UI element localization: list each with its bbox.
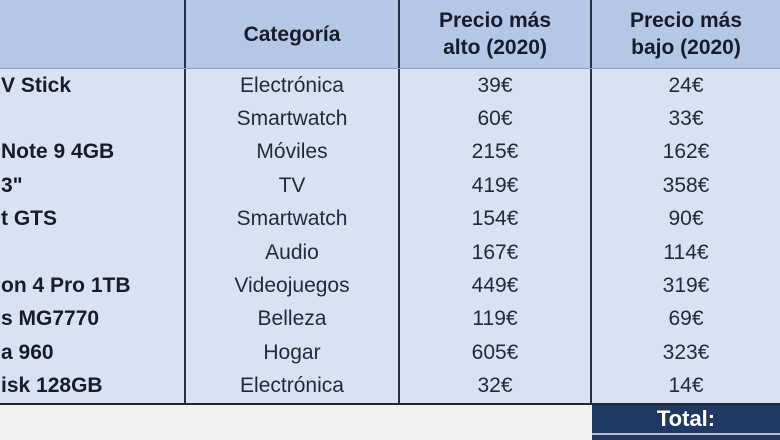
- table-row: t GTS Smartwatch 154€ 90€: [0, 202, 780, 236]
- product-name-cell: V Stick: [0, 69, 186, 103]
- table-body: V Stick Electrónica 39€ 24€ Smartwatch 6…: [0, 69, 780, 405]
- high-price-cell: 449€: [400, 269, 592, 303]
- category-cell: Belleza: [186, 302, 400, 337]
- table-row: on 4 Pro 1TB Videojuegos 449€ 319€: [0, 269, 780, 303]
- low-price-cell: 114€: [663, 240, 709, 264]
- low-price-cell: 69€: [668, 307, 704, 331]
- category-cell: Smartwatch: [186, 202, 400, 236]
- high-price-cell: 215€: [400, 135, 592, 170]
- col-header-low-price-line1: Precio más: [629, 9, 743, 32]
- total-cell: Total:: [592, 404, 780, 440]
- product-name-cell: [0, 102, 186, 136]
- product-name-cell: t GTS: [0, 202, 186, 236]
- high-price-cell: 154€: [400, 202, 592, 236]
- table-row: Smartwatch 60€ 33€: [0, 102, 780, 136]
- product-name-cell: a 960: [0, 336, 186, 370]
- high-price-cell: 167€: [400, 235, 592, 270]
- category-cell: Electrónica: [186, 369, 400, 403]
- total-label: Total:: [656, 405, 716, 431]
- product-name-cell: 3": [0, 169, 186, 203]
- col-header-low-price-line2: bajo (2020): [631, 36, 741, 59]
- low-price-cell: 14€: [668, 374, 704, 398]
- col-header-product: [0, 0, 186, 68]
- high-price-cell: 32€: [400, 369, 592, 403]
- table-row: Note 9 4GB Móviles 215€ 162€: [0, 135, 780, 170]
- high-price-cell: 39€: [400, 69, 592, 103]
- total-row-spacer: [0, 405, 592, 440]
- table-row: 3" TV 419€ 358€: [0, 169, 780, 203]
- table-row: isk 128GB Electrónica 32€ 14€: [0, 369, 780, 403]
- total-row: Total:: [0, 404, 780, 440]
- low-price-cell: 323€: [662, 340, 710, 364]
- col-header-category: Categoría: [186, 0, 400, 68]
- table-row: V Stick Electrónica 39€ 24€: [0, 69, 780, 103]
- low-price-cell: 319€: [662, 274, 710, 298]
- table-header-row: Categoría Precio más alto (2020) Precio …: [0, 0, 780, 69]
- category-cell: Audio: [186, 235, 400, 270]
- category-cell: Videojuegos: [186, 269, 400, 303]
- category-cell: Electrónica: [186, 69, 400, 103]
- low-price-cell: 90€: [668, 207, 704, 231]
- category-cell: Smartwatch: [186, 102, 400, 136]
- category-cell: Hogar: [186, 336, 400, 370]
- table-row: s MG7770 Belleza 119€ 69€: [0, 302, 780, 337]
- col-header-high-price-line1: Precio más: [438, 9, 552, 32]
- total-cell-divider: [592, 432, 780, 435]
- col-header-high-price-line2: alto (2020): [443, 36, 547, 59]
- low-price-cell: 33€: [668, 107, 704, 131]
- product-name-cell: [0, 235, 186, 270]
- table-row: a 960 Hogar 605€ 323€: [0, 336, 780, 370]
- high-price-cell: 119€: [400, 302, 592, 337]
- high-price-cell: 60€: [400, 102, 592, 136]
- low-price-cell: 162€: [662, 140, 710, 164]
- category-cell: TV: [186, 169, 400, 203]
- low-price-cell: 24€: [668, 73, 704, 97]
- high-price-cell: 419€: [400, 169, 592, 203]
- high-price-cell: 605€: [400, 336, 592, 370]
- product-name-cell: s MG7770: [0, 302, 186, 337]
- col-header-low-price: Precio más bajo (2020): [592, 0, 780, 68]
- product-name-cell: on 4 Pro 1TB: [0, 269, 186, 303]
- total-cell-footer-strip: [592, 434, 780, 440]
- category-cell: Móviles: [186, 135, 400, 170]
- low-price-cell: 358€: [662, 173, 710, 197]
- product-name-cell: isk 128GB: [0, 369, 186, 403]
- table-row: Audio 167€ 114€: [0, 235, 780, 270]
- col-header-high-price: Precio más alto (2020): [400, 0, 592, 68]
- product-name-cell: Note 9 4GB: [0, 135, 186, 170]
